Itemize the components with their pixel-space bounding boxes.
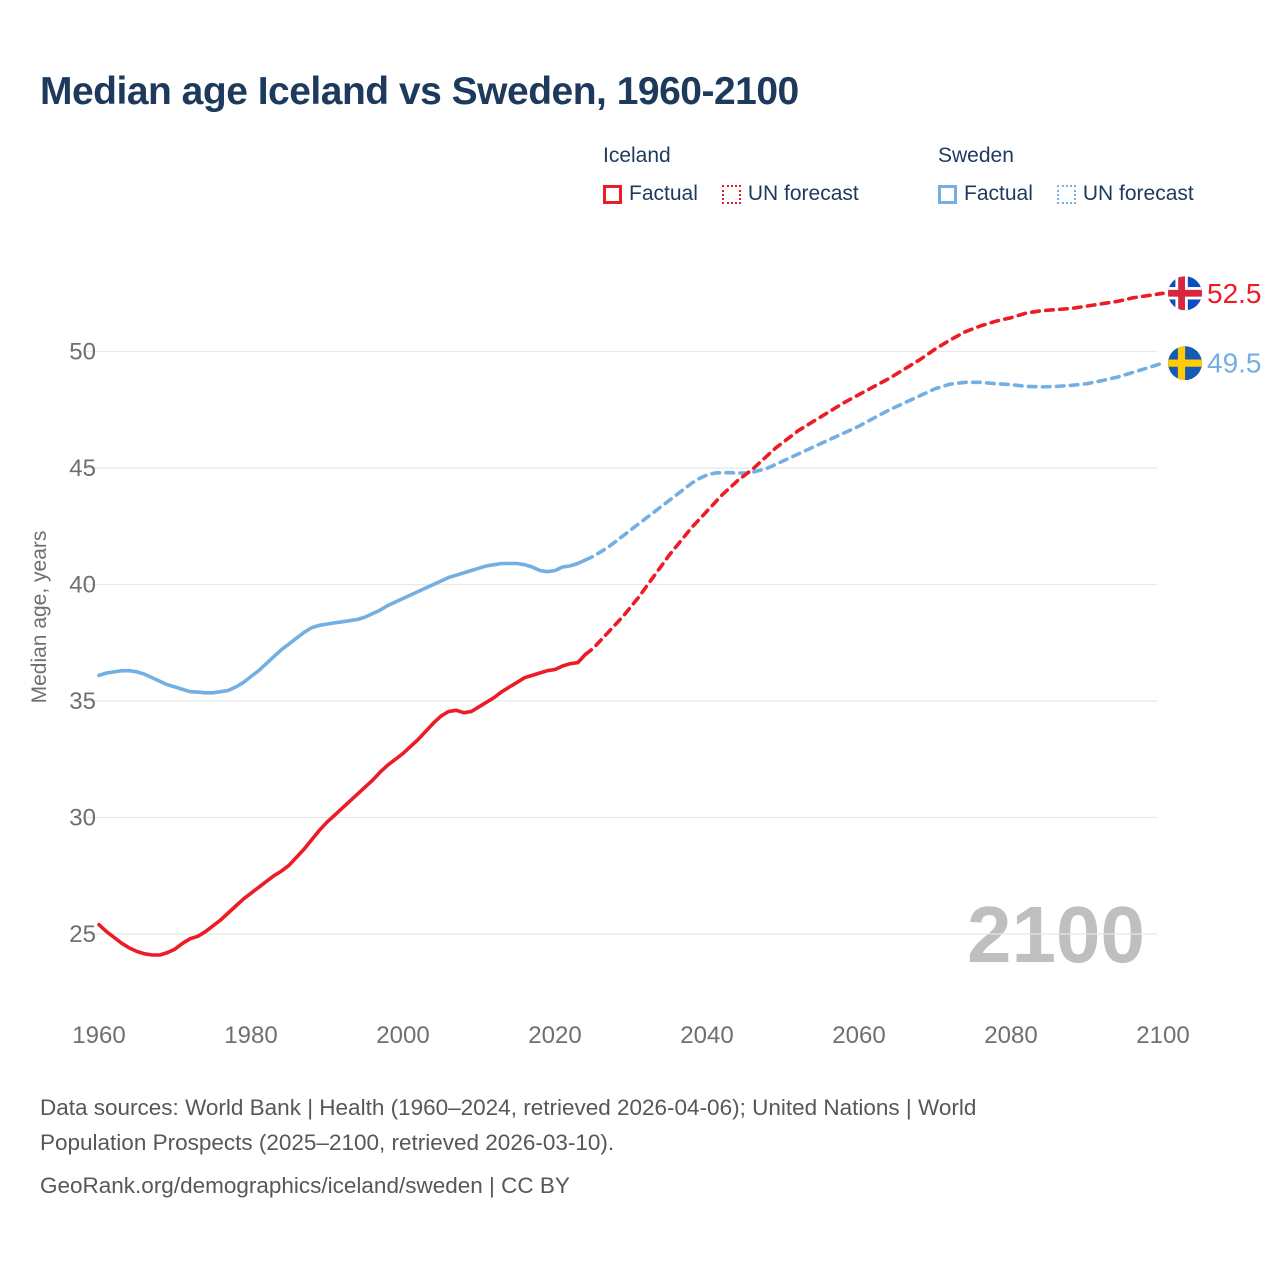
legend-group-iceland: Iceland Factual UN forecast [603,144,883,206]
x-tick-label: 2040 [680,1022,733,1049]
legend-item-iceland-forecast[interactable]: UN forecast [721,182,859,206]
legend-group-title-sweden: Sweden [938,144,1014,167]
x-tick-label: 2060 [832,1022,885,1049]
y-tick-label: 30 [69,805,96,832]
iceland-factual-line [97,652,588,957]
legend-item-label: UN forecast [747,182,859,205]
attribution-line: GeoRank.org/demographics/iceland/sweden … [40,1173,570,1198]
x-tick-label: 2020 [528,1022,581,1049]
sweden-flag-icon [1168,346,1202,381]
legend-item-label: Factual [964,182,1033,205]
sweden-forecast-line [583,361,1165,562]
x-tick-label: 2000 [376,1022,429,1049]
legend-item-label: UN forecast [1082,182,1194,205]
dotted-line-swatch-icon [721,184,741,204]
y-tick-label: 25 [69,921,96,948]
page-title: Median age Iceland vs Sweden, 1960-2100 [40,70,799,113]
iceland-forecast-line [583,291,1165,657]
legend-group-title-iceland: Iceland [603,144,671,167]
legend-row: Factual UN forecast [938,182,1218,206]
data-sources-line-2: Population Prospects (2025–2100, retriev… [40,1130,615,1155]
x-tick-label: 2100 [1136,1022,1189,1049]
y-tick-label: 50 [69,339,96,366]
legend-item-sweden-forecast[interactable]: UN forecast [1056,182,1194,206]
legend-row: Factual UN forecast [603,182,883,206]
legend-item-label: Factual [629,182,698,205]
data-sources-line-1: Data sources: World Bank | Health (1960–… [40,1095,977,1120]
legend-item-iceland-factual[interactable]: Factual [603,182,698,206]
footer: Data sources: World Bank | Health (1960–… [40,1090,1220,1203]
y-axis-title: Median age, years [28,531,51,704]
solid-line-swatch-icon [938,184,957,204]
legend-item-sweden-factual[interactable]: Factual [938,182,1033,206]
x-tick-label: 1980 [224,1022,277,1049]
iceland-flag-icon [1168,276,1202,311]
y-tick-label: 40 [69,572,96,599]
sweden-factual-line [97,558,588,695]
solid-line-swatch-icon [603,184,622,204]
y-tick-label: 35 [69,688,96,715]
y-tick-label: 45 [69,455,96,482]
x-tick-label: 1960 [72,1022,125,1049]
sweden-end-value-label: 49.5 [1207,348,1262,379]
x-tick-label: 2080 [984,1022,1037,1049]
dotted-line-swatch-icon [1056,184,1076,204]
legend-group-sweden: Sweden Factual UN forecast [938,144,1218,206]
iceland-end-value-label: 52.5 [1207,278,1262,309]
